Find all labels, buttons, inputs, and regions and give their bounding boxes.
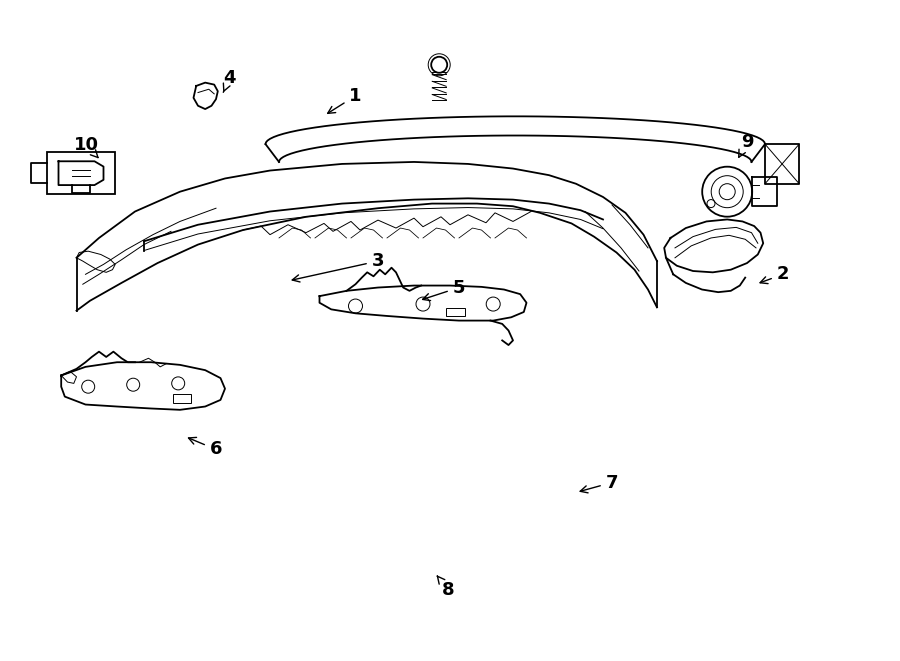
Text: 4: 4 — [223, 69, 236, 93]
Text: 7: 7 — [580, 473, 618, 493]
Text: 2: 2 — [760, 265, 789, 284]
Text: 6: 6 — [188, 438, 222, 459]
Text: 10: 10 — [74, 136, 99, 158]
Bar — [446, 308, 465, 316]
Text: 9: 9 — [739, 133, 753, 157]
Bar — [47, 152, 115, 194]
Text: 5: 5 — [423, 278, 465, 301]
Text: 8: 8 — [437, 576, 454, 599]
Bar — [173, 394, 191, 403]
Text: 3: 3 — [292, 252, 384, 282]
Text: 1: 1 — [328, 87, 362, 114]
